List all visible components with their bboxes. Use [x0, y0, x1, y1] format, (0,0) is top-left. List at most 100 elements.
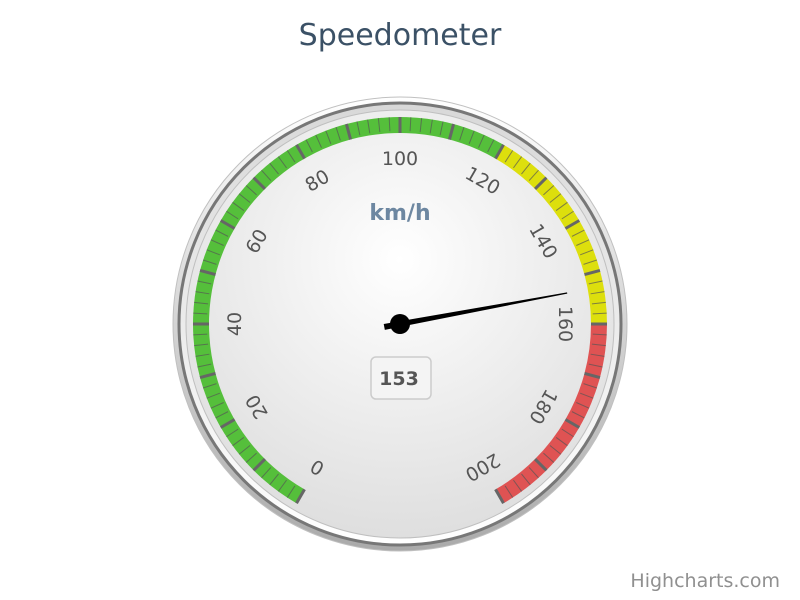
major-tick: [295, 143, 306, 160]
minor-tick: [325, 130, 332, 144]
major-tick: [564, 418, 581, 429]
minor-tick: [504, 485, 514, 498]
major-tick: [533, 176, 548, 191]
minor-tick: [286, 150, 296, 163]
minor-tick: [409, 117, 412, 132]
minor-tick: [194, 301, 209, 305]
minor-tick: [592, 312, 607, 315]
tick-label-160: 160: [554, 306, 576, 342]
minor-tick: [305, 139, 313, 153]
minor-tick: [269, 473, 279, 486]
minor-tick: [193, 312, 208, 315]
minor-tick: [549, 445, 562, 455]
major-tick: [344, 123, 353, 140]
minor-tick: [468, 130, 475, 144]
minor-tick: [590, 291, 605, 295]
minor-tick: [232, 437, 245, 447]
major-tick: [199, 268, 216, 277]
plot-band-2: [495, 144, 607, 324]
minor-tick: [261, 169, 272, 181]
major-tick: [219, 418, 236, 429]
major-tick: [564, 219, 581, 230]
tick-label-40: 40: [224, 312, 246, 336]
minor-tick: [591, 343, 606, 347]
minor-tick: [583, 383, 598, 389]
minor-tick: [459, 126, 465, 141]
minor-tick: [356, 121, 361, 136]
minor-tick: [194, 343, 209, 347]
minor-tick: [521, 162, 531, 175]
minor-tick: [206, 249, 220, 256]
minor-tick: [528, 467, 539, 479]
minor-tick: [197, 280, 212, 285]
minor-tick: [226, 210, 239, 220]
minor-tick: [202, 383, 217, 389]
minor-tick: [335, 126, 341, 141]
tick-label-100: 100: [382, 148, 418, 170]
minor-tick: [419, 118, 423, 133]
minor-tick: [504, 150, 514, 163]
minor-tick: [588, 280, 603, 285]
minor-tick: [286, 485, 296, 498]
minor-tick: [592, 333, 607, 336]
minor-tick: [202, 259, 217, 265]
minor-tick: [238, 193, 251, 203]
gauge-needle: [383, 292, 568, 330]
minor-tick: [215, 229, 229, 237]
minor-tick: [580, 392, 594, 399]
minor-tick: [210, 239, 224, 246]
major-ticks: [193, 117, 607, 505]
minor-tick: [590, 353, 605, 357]
major-tick: [295, 488, 306, 505]
minor-tick: [487, 139, 495, 153]
minor-tick: [261, 467, 272, 479]
minor-tick: [580, 249, 594, 256]
credits-link[interactable]: Highcharts.com: [630, 570, 780, 592]
minor-tick: [571, 229, 585, 237]
unit-label: km/h: [369, 201, 430, 226]
major-tick: [533, 457, 548, 472]
minor-tick: [576, 239, 590, 246]
minor-tick: [561, 428, 574, 438]
value-box: 153: [370, 356, 432, 400]
minor-tick: [245, 185, 257, 196]
minor-tick: [210, 402, 224, 409]
minor-tick: [238, 445, 251, 455]
minor-ticks: [193, 117, 607, 498]
major-tick: [494, 488, 505, 505]
major-tick: [447, 123, 456, 140]
plot-band-3: [495, 324, 607, 504]
major-tick: [199, 371, 216, 380]
minor-tick: [226, 428, 239, 438]
major-tick: [584, 268, 601, 277]
major-tick: [494, 143, 505, 160]
minor-tick: [555, 437, 568, 447]
minor-tick: [521, 473, 531, 486]
major-tick: [252, 176, 267, 191]
minor-tick: [543, 452, 555, 463]
minor-tick: [269, 162, 279, 175]
minor-tick: [576, 402, 590, 409]
plot-bands: [193, 116, 607, 504]
minor-tick: [528, 169, 539, 181]
minor-tick: [367, 119, 371, 134]
minor-tick: [195, 353, 210, 357]
minor-tick: [555, 201, 568, 211]
minor-tick: [195, 291, 210, 295]
minor-tick: [429, 119, 433, 134]
minor-tick: [588, 363, 603, 368]
minor-tick: [277, 479, 287, 492]
minor-tick: [513, 479, 523, 492]
minor-tick: [583, 259, 598, 265]
minor-tick: [215, 411, 229, 419]
minor-tick: [206, 392, 220, 399]
chart-title: Speedometer: [298, 18, 502, 53]
minor-tick: [277, 156, 287, 169]
minor-tick: [388, 117, 391, 132]
minor-tick: [197, 363, 212, 368]
value-label: 153: [379, 368, 419, 390]
major-tick: [252, 457, 267, 472]
major-tick: [584, 371, 601, 380]
